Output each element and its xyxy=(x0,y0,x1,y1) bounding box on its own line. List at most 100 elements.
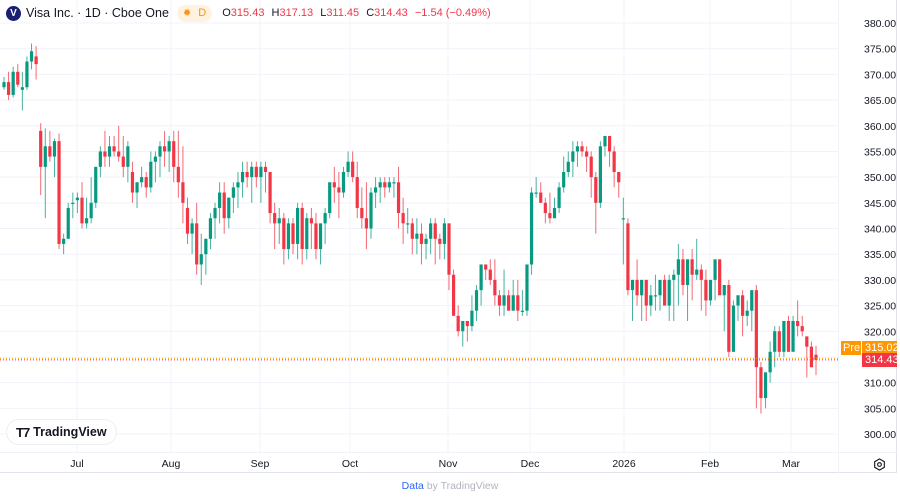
candle-body xyxy=(493,279,497,296)
candle-body xyxy=(552,207,557,219)
candle-body xyxy=(718,259,722,296)
candle-body xyxy=(635,279,639,296)
candle-body xyxy=(598,146,602,203)
candle-body xyxy=(71,202,75,205)
chart-legend: V Visa Inc. · 1D · Cboe One ✹ D O315.43 … xyxy=(6,4,495,22)
low-key: L xyxy=(320,7,327,19)
time-axis-label: Oct xyxy=(342,458,358,470)
symbol-title[interactable]: Visa Inc. · 1D · Cboe One xyxy=(26,6,169,20)
candle-body xyxy=(263,166,268,172)
price-axis-label: 305.00 xyxy=(864,403,896,415)
close-key: C xyxy=(366,7,375,19)
data-link[interactable]: Data xyxy=(401,480,424,492)
chart-frame xyxy=(0,0,897,473)
candle-body xyxy=(318,223,323,250)
candle-body xyxy=(667,279,671,306)
candle-body xyxy=(392,182,396,184)
candle-body xyxy=(562,171,566,188)
candle-body xyxy=(259,166,263,178)
candle-body xyxy=(456,315,460,332)
candle-body xyxy=(176,166,180,183)
candle-body xyxy=(777,331,781,352)
candle-body xyxy=(98,151,102,167)
candle-body xyxy=(222,192,226,219)
candle-body xyxy=(172,141,176,167)
candle-body xyxy=(548,213,552,219)
candle-body xyxy=(130,171,135,193)
candle-body xyxy=(126,146,130,167)
candle-body xyxy=(346,161,350,172)
candle-body xyxy=(461,320,465,332)
price-axis-label: 360.00 xyxy=(864,121,896,133)
price-axis-label: 370.00 xyxy=(864,69,896,81)
candle-body xyxy=(465,320,469,327)
candle-body xyxy=(378,182,382,188)
candle-body xyxy=(626,223,630,291)
candle-body xyxy=(516,295,520,311)
price-axis-label: 380.00 xyxy=(864,18,896,30)
candle-body xyxy=(360,207,364,219)
candle-body xyxy=(351,161,355,178)
time-axis-label: Sep xyxy=(251,458,270,470)
candle-body xyxy=(543,202,547,214)
candlestick-chart[interactable]: 380.00 375.00 370.00 365.00 360.00 355.00 350.… xyxy=(0,0,900,473)
price-axis-label: 345.00 xyxy=(864,198,896,210)
candle-body xyxy=(727,285,731,352)
candle-body xyxy=(153,156,157,162)
candle-body xyxy=(62,238,66,244)
candle-body xyxy=(240,171,245,183)
candle-body xyxy=(484,264,488,270)
candle-body xyxy=(75,197,80,201)
candle-body xyxy=(580,146,584,152)
candle-body xyxy=(653,295,658,297)
candle-body xyxy=(424,238,428,244)
sun-icon: ✹ xyxy=(182,7,192,19)
candle-body xyxy=(773,331,777,352)
open-value: 315.43 xyxy=(230,7,265,19)
candle-body xyxy=(502,295,506,306)
candle-body xyxy=(791,320,795,352)
candle-body xyxy=(199,254,203,265)
candle-body xyxy=(470,310,474,327)
candle-body xyxy=(497,295,502,306)
candle-body xyxy=(401,213,405,224)
footer-text: by TradingView xyxy=(423,480,499,492)
candle-body xyxy=(383,182,387,188)
candle-body xyxy=(387,182,391,188)
visa-logo-icon: V xyxy=(6,5,21,21)
price-axis-label: 340.00 xyxy=(864,224,896,236)
price-axis-label: 375.00 xyxy=(864,44,896,56)
candle-body xyxy=(227,197,231,219)
candle-body xyxy=(782,320,786,352)
tradingview-label: TradingView xyxy=(33,425,107,439)
candle-body xyxy=(144,177,148,188)
candle-body xyxy=(195,223,199,265)
candle-body xyxy=(328,182,332,214)
candle-body xyxy=(66,207,70,239)
candle-body xyxy=(525,264,529,311)
candle-body xyxy=(621,218,625,220)
session-label: D xyxy=(198,7,207,19)
candle-body xyxy=(250,166,254,178)
candle-body xyxy=(117,151,121,157)
candle-body xyxy=(447,223,451,275)
candle-body xyxy=(2,82,6,88)
candle-body xyxy=(410,223,414,239)
candle-body xyxy=(722,285,726,296)
candle-body xyxy=(84,218,89,224)
candle-body xyxy=(80,197,84,224)
candle-body xyxy=(708,279,713,301)
candle-body xyxy=(676,259,680,275)
candle-body xyxy=(429,223,433,239)
change-value: −1.54 (−0.49%) xyxy=(414,7,491,19)
market-session-badge[interactable]: ✹ D xyxy=(176,4,213,22)
candle-body xyxy=(213,207,217,219)
time-axis-label: 2026 xyxy=(612,458,636,470)
candle-body xyxy=(713,259,717,280)
candle-body xyxy=(20,87,24,90)
tradingview-badge[interactable]: T7 TradingView xyxy=(7,420,116,444)
candle-body xyxy=(575,146,580,152)
candle-body xyxy=(451,274,456,316)
gear-icon[interactable] xyxy=(873,458,886,471)
candle-body xyxy=(89,202,93,219)
